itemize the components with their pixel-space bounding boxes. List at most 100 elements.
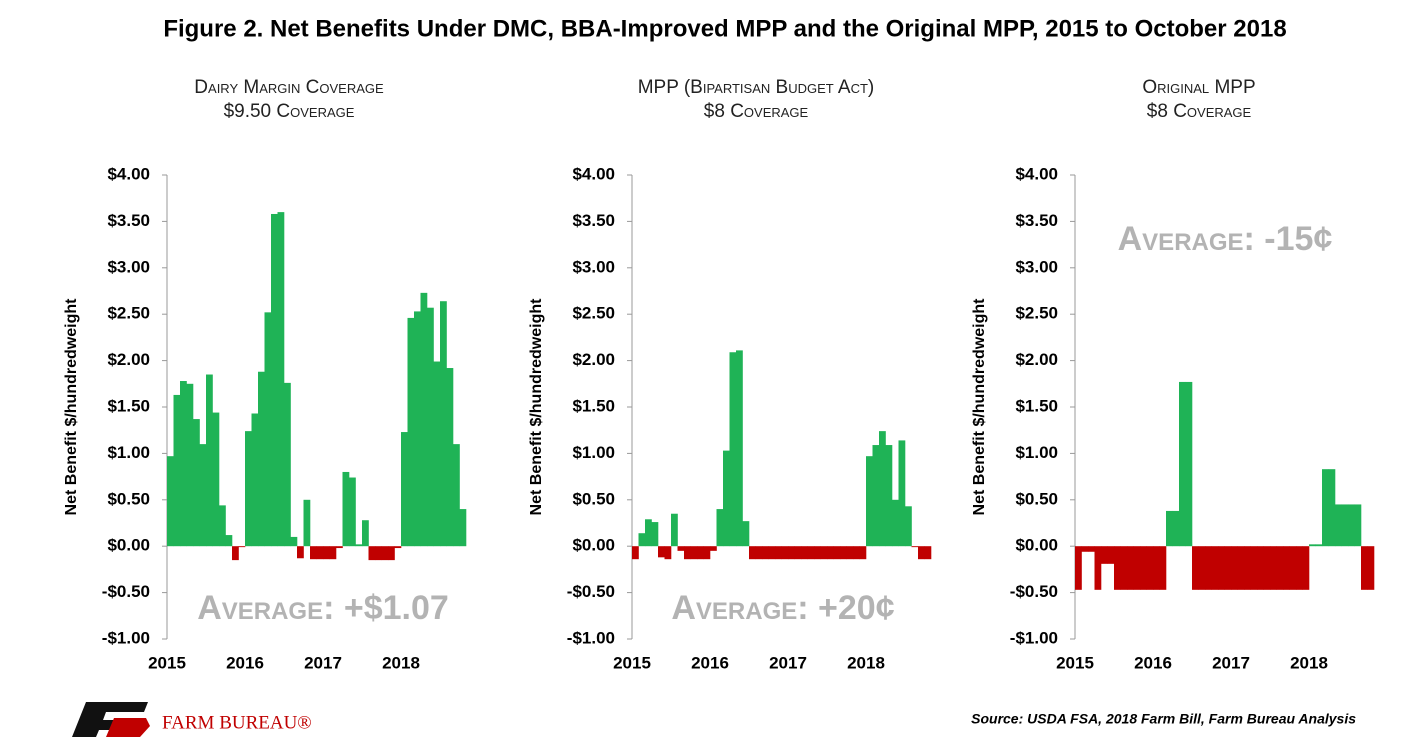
bar: [440, 301, 447, 547]
bar: [872, 445, 880, 547]
bar: [349, 477, 356, 547]
y-tick-label: $0.00: [107, 536, 150, 555]
bar: [303, 499, 311, 547]
bar: [336, 546, 343, 549]
y-tick-label: $2.00: [107, 350, 150, 369]
bar: [219, 505, 226, 547]
bar: [1257, 546, 1264, 590]
x-tick-label: 2015: [148, 653, 186, 672]
bar: [1289, 546, 1297, 590]
bar: [1250, 546, 1258, 590]
bar: [232, 546, 239, 561]
x-tick-label: 2018: [382, 653, 420, 672]
bar: [1328, 469, 1336, 547]
y-tick-label: -$1.00: [1010, 628, 1058, 647]
bar: [788, 546, 795, 560]
bar: [1192, 546, 1199, 590]
bar: [173, 394, 181, 547]
y-tick-label: $2.50: [572, 304, 615, 323]
y-tick-label: $0.50: [107, 489, 150, 508]
bar: [1348, 504, 1355, 547]
bar: [1120, 546, 1128, 590]
y-tick-label: $0.50: [1015, 489, 1058, 508]
y-tick-label: $0.00: [572, 536, 615, 555]
bar: [716, 509, 724, 547]
x-tick-label: 2017: [769, 653, 807, 672]
bar: [271, 213, 278, 547]
bar: [632, 546, 639, 560]
x-tick-label: 2016: [1134, 653, 1172, 672]
x-tick-label: 2018: [1290, 653, 1328, 672]
y-tick-label: $2.50: [107, 304, 150, 323]
bar: [905, 506, 912, 547]
bar: [1211, 546, 1219, 590]
bar: [1159, 546, 1167, 590]
bar: [394, 546, 402, 549]
bar: [1367, 546, 1375, 590]
y-axis-title: Net Benefit $/hundredweight: [528, 298, 545, 516]
y-tick-label: $1.00: [1015, 443, 1058, 462]
bar: [459, 509, 467, 547]
bar: [355, 544, 363, 547]
bar: [1341, 504, 1349, 547]
bar: [638, 533, 646, 547]
bar: [703, 546, 711, 560]
y-tick-label: $4.00: [572, 164, 615, 183]
bar: [1127, 546, 1134, 590]
bar: [1101, 546, 1108, 564]
average-annotation: Average: +20¢: [671, 589, 894, 627]
y-tick-label: -$0.50: [567, 582, 615, 601]
bar: [1302, 546, 1310, 590]
bar: [1075, 546, 1082, 590]
bar: [794, 546, 802, 560]
bar: [1081, 546, 1089, 552]
panel-subtitle: $9.50 Coverage: [224, 101, 355, 122]
bar: [827, 546, 834, 560]
bar: [658, 546, 665, 558]
bar: [1198, 546, 1206, 590]
y-tick-label: $1.50: [107, 396, 150, 415]
bar: [381, 546, 389, 561]
bar: [684, 546, 691, 560]
bar: [427, 307, 434, 547]
bar: [368, 546, 376, 561]
bar: [264, 312, 272, 547]
y-tick-label: $0.00: [1015, 536, 1058, 555]
bar: [225, 535, 233, 547]
bar: [1224, 546, 1232, 590]
average-annotation: Average: +$1.07: [197, 589, 449, 627]
bar: [710, 546, 717, 551]
panel-subtitle: $8 Coverage: [1147, 101, 1252, 122]
y-axis-title: Net Benefit $/hundredweight: [63, 298, 80, 516]
bar: [251, 413, 259, 547]
bar: [697, 546, 704, 560]
logo-text: FARM BUREAU®: [162, 712, 312, 733]
bar: [212, 412, 220, 547]
bar: [1172, 510, 1180, 547]
bar: [885, 445, 893, 547]
bar: [671, 513, 678, 547]
bar: [1107, 546, 1115, 564]
bar: [1283, 546, 1290, 590]
bar: [388, 546, 395, 561]
bar: [690, 546, 698, 560]
bar: [1094, 546, 1102, 590]
bar: [453, 444, 460, 547]
bar: [193, 419, 200, 547]
bar: [1218, 546, 1225, 590]
bar: [290, 536, 298, 547]
bar: [1179, 381, 1186, 547]
bar: [446, 368, 454, 547]
bar: [866, 456, 873, 547]
y-tick-label: $2.00: [1015, 350, 1058, 369]
panel-title: Dairy Margin Coverage: [194, 77, 384, 98]
y-tick-label: -$0.50: [102, 582, 150, 601]
y-tick-label: $2.00: [572, 350, 615, 369]
bar: [329, 546, 337, 560]
bar: [833, 546, 841, 560]
y-tick-label: -$1.00: [102, 628, 150, 647]
bar: [206, 374, 213, 547]
bar: [1263, 546, 1271, 590]
bar: [924, 546, 932, 560]
